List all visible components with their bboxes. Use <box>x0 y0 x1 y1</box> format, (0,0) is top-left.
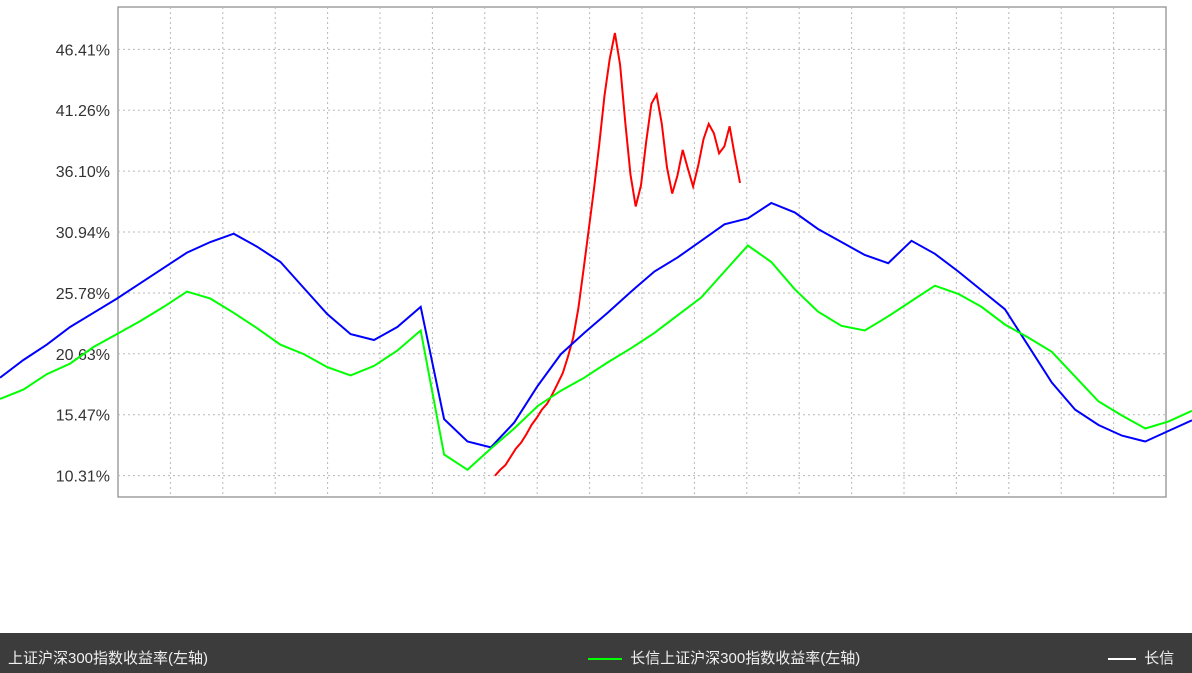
y-tick-label: 10.31% <box>56 469 110 486</box>
series-layer <box>0 32 1192 477</box>
series-line-3 <box>0 244 1192 472</box>
legend-item-3: 长信 <box>1108 647 1174 668</box>
y-tick-label: 46.41% <box>56 42 110 59</box>
series-line-1 <box>494 32 741 477</box>
legend-swatch-3 <box>1108 658 1136 661</box>
legend-item-1: 上证沪深300指数收益率(左轴) <box>8 647 208 668</box>
y-tick-label: 25.78% <box>56 286 110 303</box>
grid <box>118 7 1166 497</box>
y-axis-ticks: 46.41%41.26%36.10%30.94%25.78%20.63%15.4… <box>56 42 110 485</box>
legend-label-1: 上证沪深300指数收益率(左轴) <box>8 650 209 667</box>
y-tick-label: 15.47% <box>56 408 110 425</box>
y-tick-label: 41.26% <box>56 103 110 120</box>
y-tick-label: 36.10% <box>56 164 110 181</box>
legend-swatch-2 <box>588 658 622 661</box>
series-line-2 <box>0 201 1192 449</box>
legend-item-2: 长信上证沪深300指数收益率(左轴) <box>588 647 860 668</box>
legend-label-3: 长信 <box>1144 650 1175 667</box>
legend: 上证沪深300指数收益率(左轴) 长信上证沪深300指数收益率(左轴) 长信 <box>0 633 1192 673</box>
legend-label-2: 长信上证沪深300指数收益率(左轴) <box>630 650 861 667</box>
y-tick-label: 30.94% <box>56 225 110 242</box>
